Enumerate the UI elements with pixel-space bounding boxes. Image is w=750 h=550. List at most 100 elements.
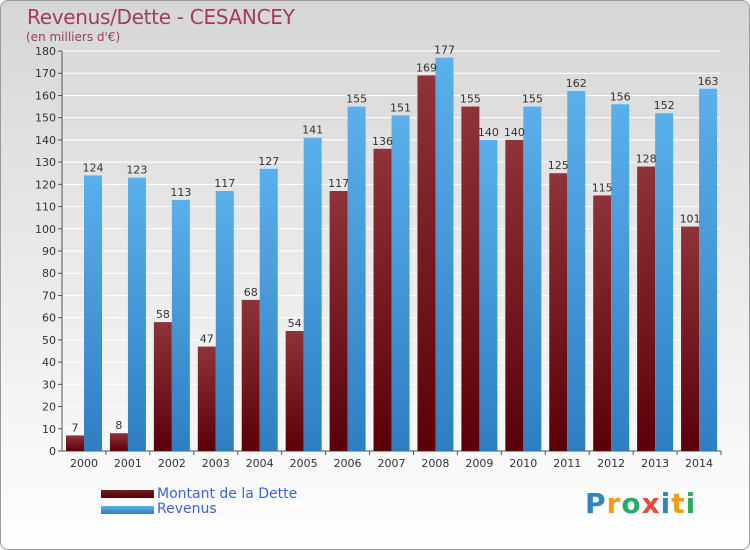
bar-dette xyxy=(681,226,700,451)
x-tick-label: 2009 xyxy=(465,457,493,470)
x-tick-label: 2004 xyxy=(246,457,274,470)
bar-revenus xyxy=(567,91,586,451)
chart-title: Revenus/Dette - CESANCEY xyxy=(27,5,295,29)
y-tick-label: 0 xyxy=(49,445,56,458)
data-label: 155 xyxy=(522,93,543,106)
y-tick-label: 160 xyxy=(35,89,56,102)
data-label: 125 xyxy=(548,159,569,172)
y-tick-label: 130 xyxy=(35,156,56,169)
data-label: 101 xyxy=(680,213,701,226)
data-label: 136 xyxy=(372,135,393,148)
y-tick-label: 90 xyxy=(42,245,56,258)
data-label: 117 xyxy=(328,177,349,190)
bar-dette xyxy=(66,435,84,451)
bar-dette xyxy=(549,173,568,451)
data-label: 117 xyxy=(214,177,235,190)
y-tick-label: 140 xyxy=(35,134,56,147)
bar-dette xyxy=(505,139,524,451)
y-tick-label: 180 xyxy=(35,45,56,58)
legend-swatch-debt xyxy=(101,490,154,498)
data-label: 169 xyxy=(416,61,437,74)
bar-dette xyxy=(109,433,128,451)
bar-dette xyxy=(417,75,436,451)
bar-revenus xyxy=(523,106,542,452)
data-label: 7 xyxy=(72,421,79,434)
data-label: 177 xyxy=(434,44,455,57)
bar-revenus xyxy=(479,139,498,451)
bar-dette xyxy=(461,106,480,452)
bar-revenus xyxy=(655,113,674,451)
data-label: 68 xyxy=(244,286,258,299)
bar-dette xyxy=(593,195,612,451)
y-tick-label: 150 xyxy=(35,112,56,125)
bar-dette xyxy=(285,331,304,451)
logo-letter: P xyxy=(585,487,607,520)
data-label: 128 xyxy=(636,153,657,166)
y-tick-label: 120 xyxy=(35,178,56,191)
bar-revenus xyxy=(84,175,102,451)
y-tick-label: 10 xyxy=(42,423,56,436)
bar-revenus xyxy=(699,88,718,452)
x-tick-label: 2002 xyxy=(158,457,186,470)
x-tick-label: 2000 xyxy=(70,457,98,470)
data-label: 140 xyxy=(504,126,525,139)
x-tick-label: 2008 xyxy=(421,457,449,470)
data-label: 155 xyxy=(346,93,367,106)
y-tick-label: 70 xyxy=(42,289,56,302)
x-tick-label: 2012 xyxy=(597,457,625,470)
bar-revenus xyxy=(171,199,190,451)
bar-revenus xyxy=(611,104,630,451)
y-tick-label: 20 xyxy=(42,401,56,414)
data-label: 141 xyxy=(302,124,323,137)
x-tick-label: 2001 xyxy=(114,457,142,470)
x-tick-label: 2006 xyxy=(334,457,362,470)
y-tick-label: 80 xyxy=(42,267,56,280)
y-tick-label: 100 xyxy=(35,223,56,236)
proxiti-logo: Proxiti xyxy=(585,487,696,520)
data-label: 8 xyxy=(115,419,122,432)
bar-dette xyxy=(197,346,216,451)
y-tick-label: 40 xyxy=(42,356,56,369)
y-tick-label: 30 xyxy=(42,378,56,391)
legend-label-debt: Montant de la Dette xyxy=(157,486,298,502)
data-label: 58 xyxy=(156,308,170,321)
x-tick-label: 2011 xyxy=(553,457,581,470)
data-label: 47 xyxy=(200,333,214,346)
x-tick-label: 2003 xyxy=(202,457,230,470)
data-label: 127 xyxy=(258,155,279,168)
bar-revenus xyxy=(303,137,322,451)
x-tick-label: 2005 xyxy=(290,457,318,470)
data-label: 152 xyxy=(654,99,675,112)
x-tick-label: 2014 xyxy=(685,457,713,470)
x-tick-label: 2007 xyxy=(378,457,406,470)
logo-letter: t xyxy=(671,487,686,520)
chart-subtitle: (en milliers d'€) xyxy=(26,30,121,44)
bar-revenus xyxy=(347,106,366,452)
logo-letter: x xyxy=(641,487,661,520)
data-label: 113 xyxy=(170,186,191,199)
data-label: 156 xyxy=(610,90,631,103)
data-label: 54 xyxy=(288,317,302,330)
x-tick-label: 2013 xyxy=(641,457,669,470)
bar-revenus xyxy=(127,177,146,451)
data-label: 163 xyxy=(698,75,719,88)
bar-dette xyxy=(373,148,392,451)
bar-dette xyxy=(153,322,172,451)
legend-label-revenus: Revenus xyxy=(157,501,217,517)
bar-revenus xyxy=(215,191,234,451)
y-tick-label: 60 xyxy=(42,312,56,325)
data-label: 115 xyxy=(592,181,613,194)
bar-revenus xyxy=(391,115,410,451)
data-label: 155 xyxy=(460,93,481,106)
y-tick-label: 110 xyxy=(35,201,56,214)
data-label: 151 xyxy=(390,101,411,114)
logo-letter: r xyxy=(606,487,622,520)
logo-letter: o xyxy=(621,487,642,520)
data-label: 140 xyxy=(478,126,499,139)
y-tick-label: 50 xyxy=(42,334,56,347)
data-label: 162 xyxy=(566,77,587,90)
y-tick-label: 170 xyxy=(35,67,56,80)
bar-dette xyxy=(329,191,348,451)
